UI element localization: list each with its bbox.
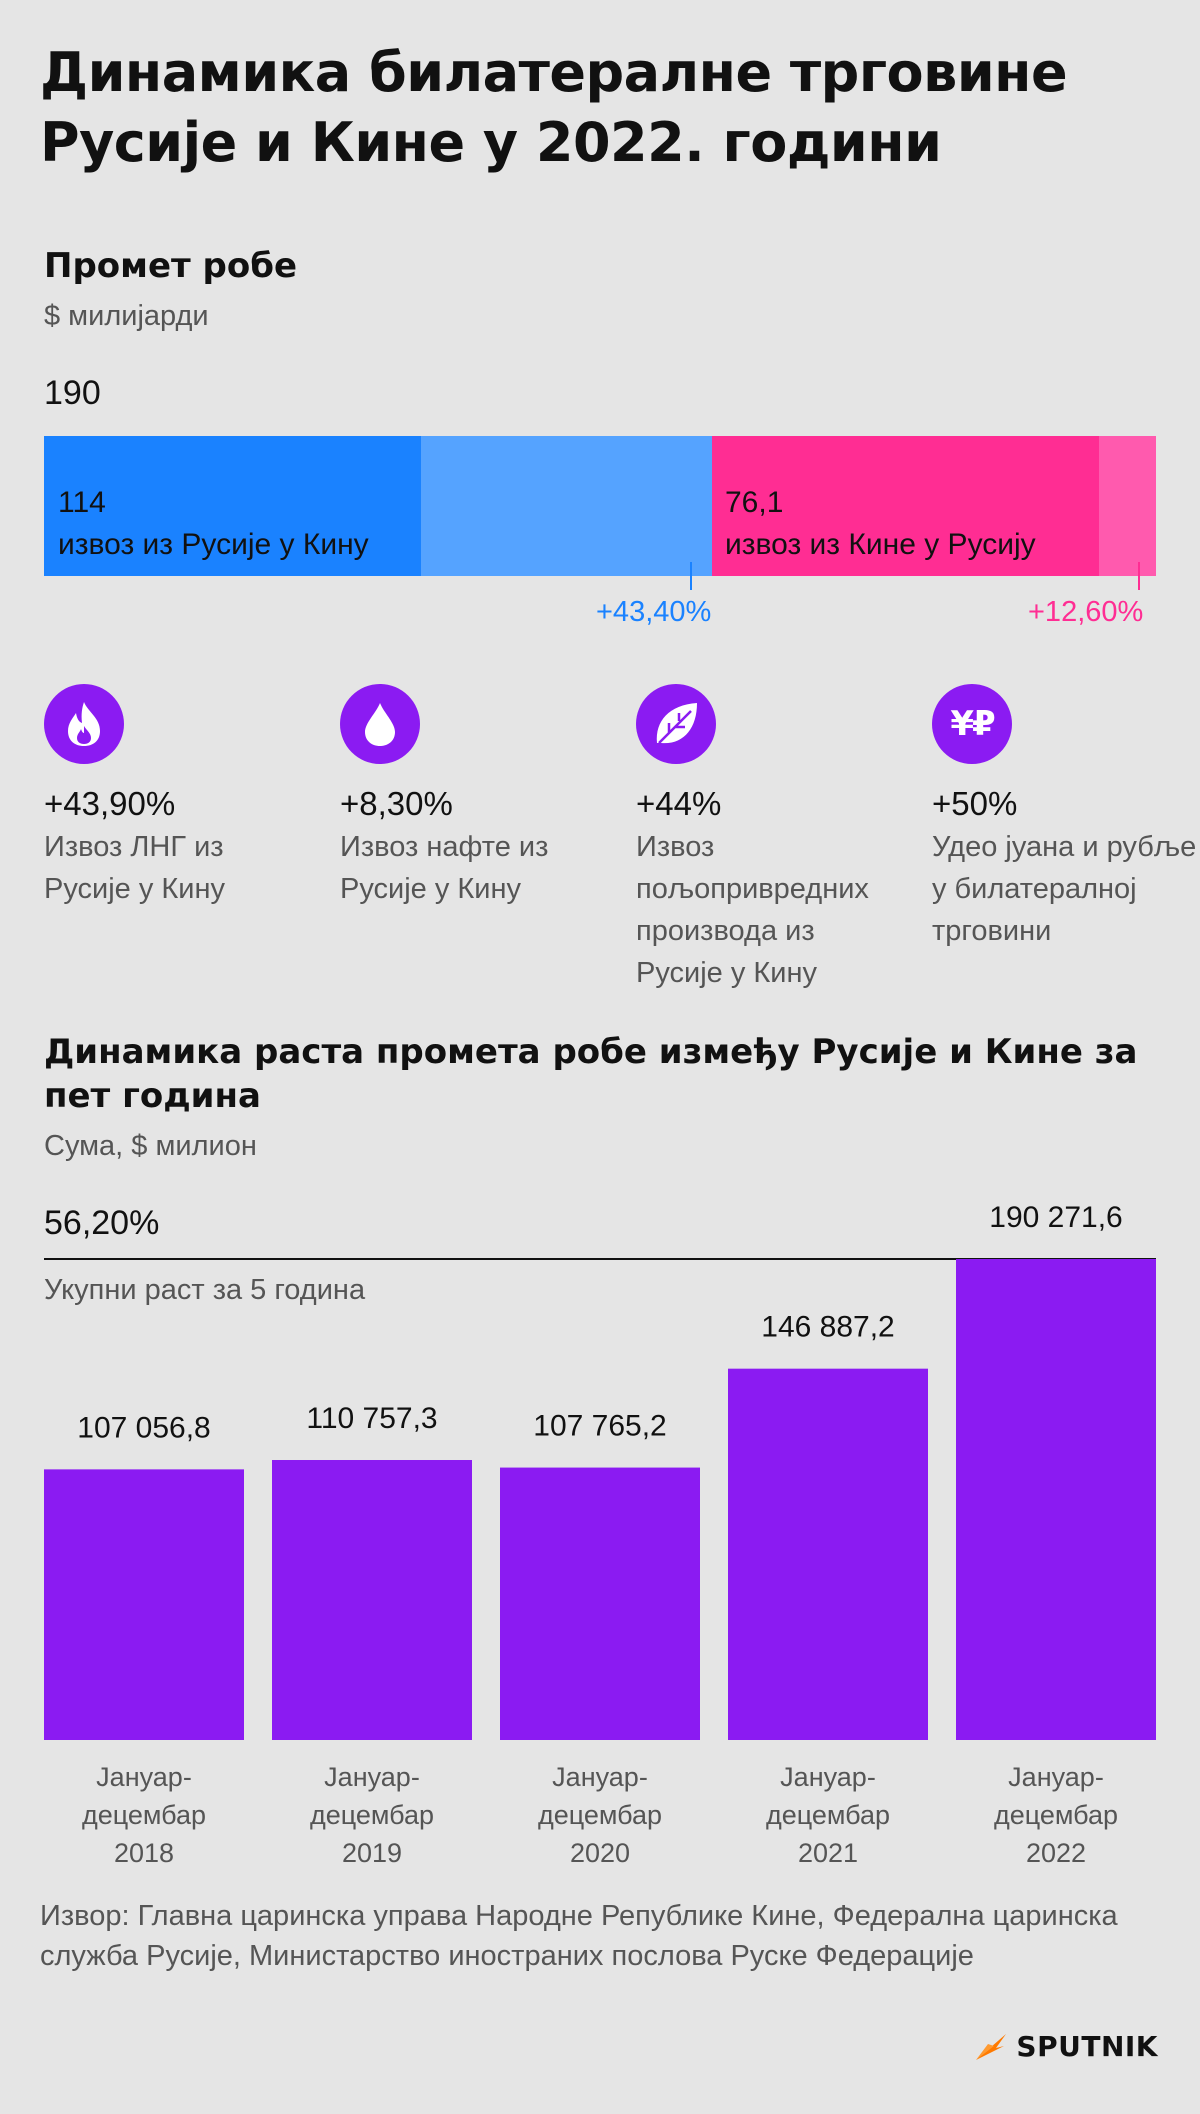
page-title-line-2: Русије и Кине у 2022. години bbox=[40, 111, 942, 174]
category-label-3: Јануар-децембар 2020 bbox=[538, 1762, 662, 1868]
section-1-unit: $ милијарди bbox=[44, 300, 209, 332]
stat-currency-desc: Удео јуана и рубље у билатералној тргови… bbox=[932, 831, 1197, 947]
stat-lng: +43,90% Извоз ЛНГ из Русије у Кину bbox=[44, 684, 314, 910]
category-label-5: Јануар-децембар 2022 bbox=[994, 1762, 1118, 1868]
bar-value-label-3: 107 765,2 bbox=[533, 1410, 666, 1443]
stat-lng-pct: +43,90% bbox=[44, 785, 176, 822]
five-year-growth-value: 56,20% bbox=[44, 1204, 160, 1242]
trade-volume-bar-chart: 107 056,8 Јануар-децембар 2018 110 757,3 Јан… bbox=[44, 1201, 1156, 1868]
china-export-base-segment bbox=[712, 436, 1099, 576]
source-note: Извор: Главна царинска управа Народне Ре… bbox=[40, 1900, 1118, 1972]
leaf-icon bbox=[636, 684, 716, 764]
bar-4 bbox=[728, 1368, 928, 1740]
category-label-4: Јануар-децембар 2021 bbox=[766, 1762, 890, 1868]
stat-currency: ¥₽ +50% Удео јуана и рубље у билатерално… bbox=[932, 684, 1200, 952]
china-growth-tick bbox=[1138, 562, 1140, 590]
trade-total: 190 bbox=[44, 374, 101, 412]
stat-lng-desc: Извоз ЛНГ из Русије у Кину bbox=[44, 831, 226, 905]
stat-oil-desc: Извоз нафте из Русије у Кину bbox=[340, 831, 549, 905]
category-label-2: Јануар-децембар 2019 bbox=[310, 1762, 434, 1868]
stat-currency-pct: +50% bbox=[932, 785, 1018, 822]
china-export-label: извоз из Кине у Русију bbox=[725, 528, 1036, 561]
page-title-line-1: Динамика билатералне трговине bbox=[40, 41, 1068, 104]
yuan-ruble-icon: ¥₽ bbox=[932, 684, 1012, 764]
russia-export-value: 114 bbox=[58, 486, 106, 519]
section-2-unit: Сума, $ милион bbox=[44, 1130, 257, 1162]
bar-value-label-5: 190 271,6 bbox=[989, 1201, 1122, 1234]
bar-1 bbox=[44, 1469, 244, 1740]
russia-export-growth-segment bbox=[421, 436, 712, 576]
bar-value-label-1: 107 056,8 bbox=[77, 1411, 210, 1444]
china-export-value: 76,1 bbox=[725, 486, 784, 519]
five-year-growth-label: Укупни раст за 5 година bbox=[44, 1274, 366, 1306]
page-title: Динамика билатералне трговине Русије и К… bbox=[40, 38, 1160, 178]
stat-oil: +8,30% Извоз нафте из Русије у Кину bbox=[340, 684, 610, 910]
flame-icon bbox=[44, 684, 124, 764]
russia-export-base-segment bbox=[44, 436, 421, 576]
category-label-1: Јануар-децембар 2018 bbox=[82, 1762, 206, 1868]
russia-growth-label: +43,40% bbox=[596, 596, 712, 628]
bar-value-label-2: 110 757,3 bbox=[306, 1402, 437, 1435]
sputnik-logo: SPUTNIK bbox=[974, 2030, 1158, 2063]
bar-3 bbox=[500, 1467, 700, 1740]
bar-2 bbox=[272, 1460, 472, 1740]
oil-drop-icon bbox=[340, 684, 420, 764]
section-1-heading: Промет робе bbox=[44, 246, 298, 286]
stat-agriculture-desc: Извоз пољопривредних производа из Русије… bbox=[636, 831, 869, 989]
stat-agriculture: +44% Извоз пољопривредних производа из Р… bbox=[636, 684, 906, 994]
bar-5 bbox=[956, 1259, 1156, 1740]
bar-value-label-4: 146 887,2 bbox=[761, 1311, 894, 1344]
section-2-heading: Динамика раста промета робе између Русиј… bbox=[44, 1032, 1138, 1116]
russia-export-label: извоз из Русије у Кину bbox=[58, 528, 369, 561]
stat-agriculture-pct: +44% bbox=[636, 785, 722, 822]
sputnik-logo-text: SPUTNIK bbox=[1016, 2030, 1158, 2063]
china-export-growth-segment bbox=[1099, 436, 1156, 576]
growth-reference-line bbox=[44, 1258, 1156, 1260]
china-growth-label: +12,60% bbox=[1028, 596, 1144, 628]
russia-growth-tick bbox=[690, 562, 692, 590]
stat-oil-pct: +8,30% bbox=[340, 785, 453, 822]
sputnik-logo-mark bbox=[976, 2033, 1007, 2060]
